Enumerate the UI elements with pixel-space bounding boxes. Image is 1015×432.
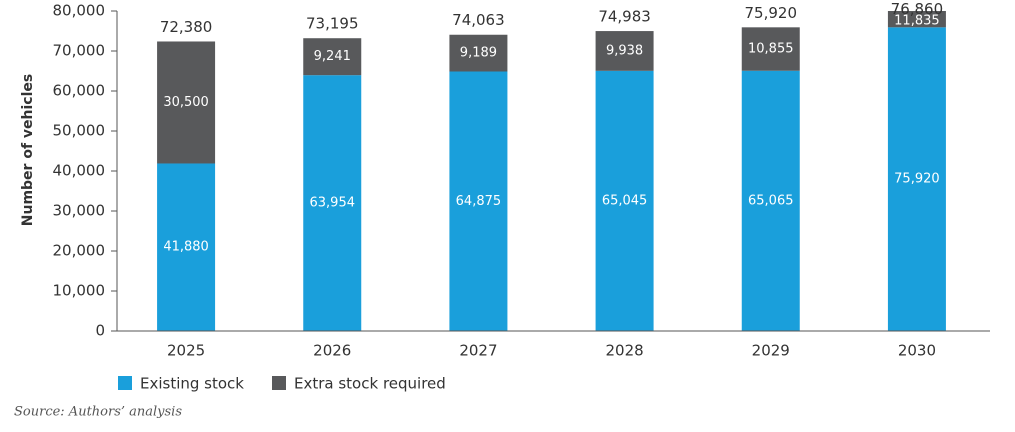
total-label: 75,920 [745,4,798,22]
y-tick-label: 20,000 [53,242,106,260]
legend-label: Existing stock [140,375,244,393]
value-label: 9,241 [314,49,351,64]
bar-segment [595,70,654,331]
bar-segment [157,41,216,164]
y-axis-label: Number of vehicles [20,74,36,226]
value-label: 65,065 [748,193,794,208]
value-label: 41,880 [163,240,209,255]
total-label: 73,195 [306,15,359,33]
value-label: 75,920 [894,172,940,187]
total-label: 74,063 [452,11,505,29]
value-label: 11,835 [894,14,940,29]
bar-segment [595,31,654,71]
x-tick-label: 2030 [898,342,936,360]
legend-swatch [118,376,132,390]
bar-segment [303,38,362,76]
y-tick-label: 0 [95,322,105,340]
value-label: 63,954 [310,196,356,211]
y-tick-label: 70,000 [53,42,106,60]
total-label: 74,983 [598,8,651,26]
y-tick-label: 30,000 [53,202,106,220]
x-tick-label: 2026 [313,342,351,360]
value-label: 10,855 [748,42,794,57]
bar-segment [741,27,800,71]
value-label: 30,500 [163,95,209,110]
x-tick-label: 2025 [167,342,205,360]
y-tick-label: 50,000 [53,122,106,140]
x-tick-label: 2027 [459,342,497,360]
bar-segment [449,71,508,331]
y-tick-label: 10,000 [53,282,106,300]
bar-segment [157,163,216,331]
bar-segment [303,75,362,331]
value-label: 65,045 [602,193,648,208]
y-tick-label: 60,000 [53,82,106,100]
legend-label: Extra stock required [294,375,446,393]
bar-segment [887,27,946,331]
legend-swatch [272,376,286,390]
y-tick-label: 80,000 [53,2,106,20]
total-label: 72,380 [160,18,213,36]
x-tick-label: 2028 [605,342,643,360]
value-label: 9,938 [606,43,643,58]
y-tick-label: 40,000 [53,162,106,180]
source: Source: Authors’ analysis [14,405,182,420]
bar-segment [449,34,508,72]
value-label: 64,875 [456,194,502,209]
bar-segment [741,70,800,331]
x-tick-label: 2029 [752,342,790,360]
bar-segment [887,11,946,28]
value-label: 9,189 [460,46,497,61]
total-label: 76,860 [891,0,944,18]
bars [157,11,946,331]
